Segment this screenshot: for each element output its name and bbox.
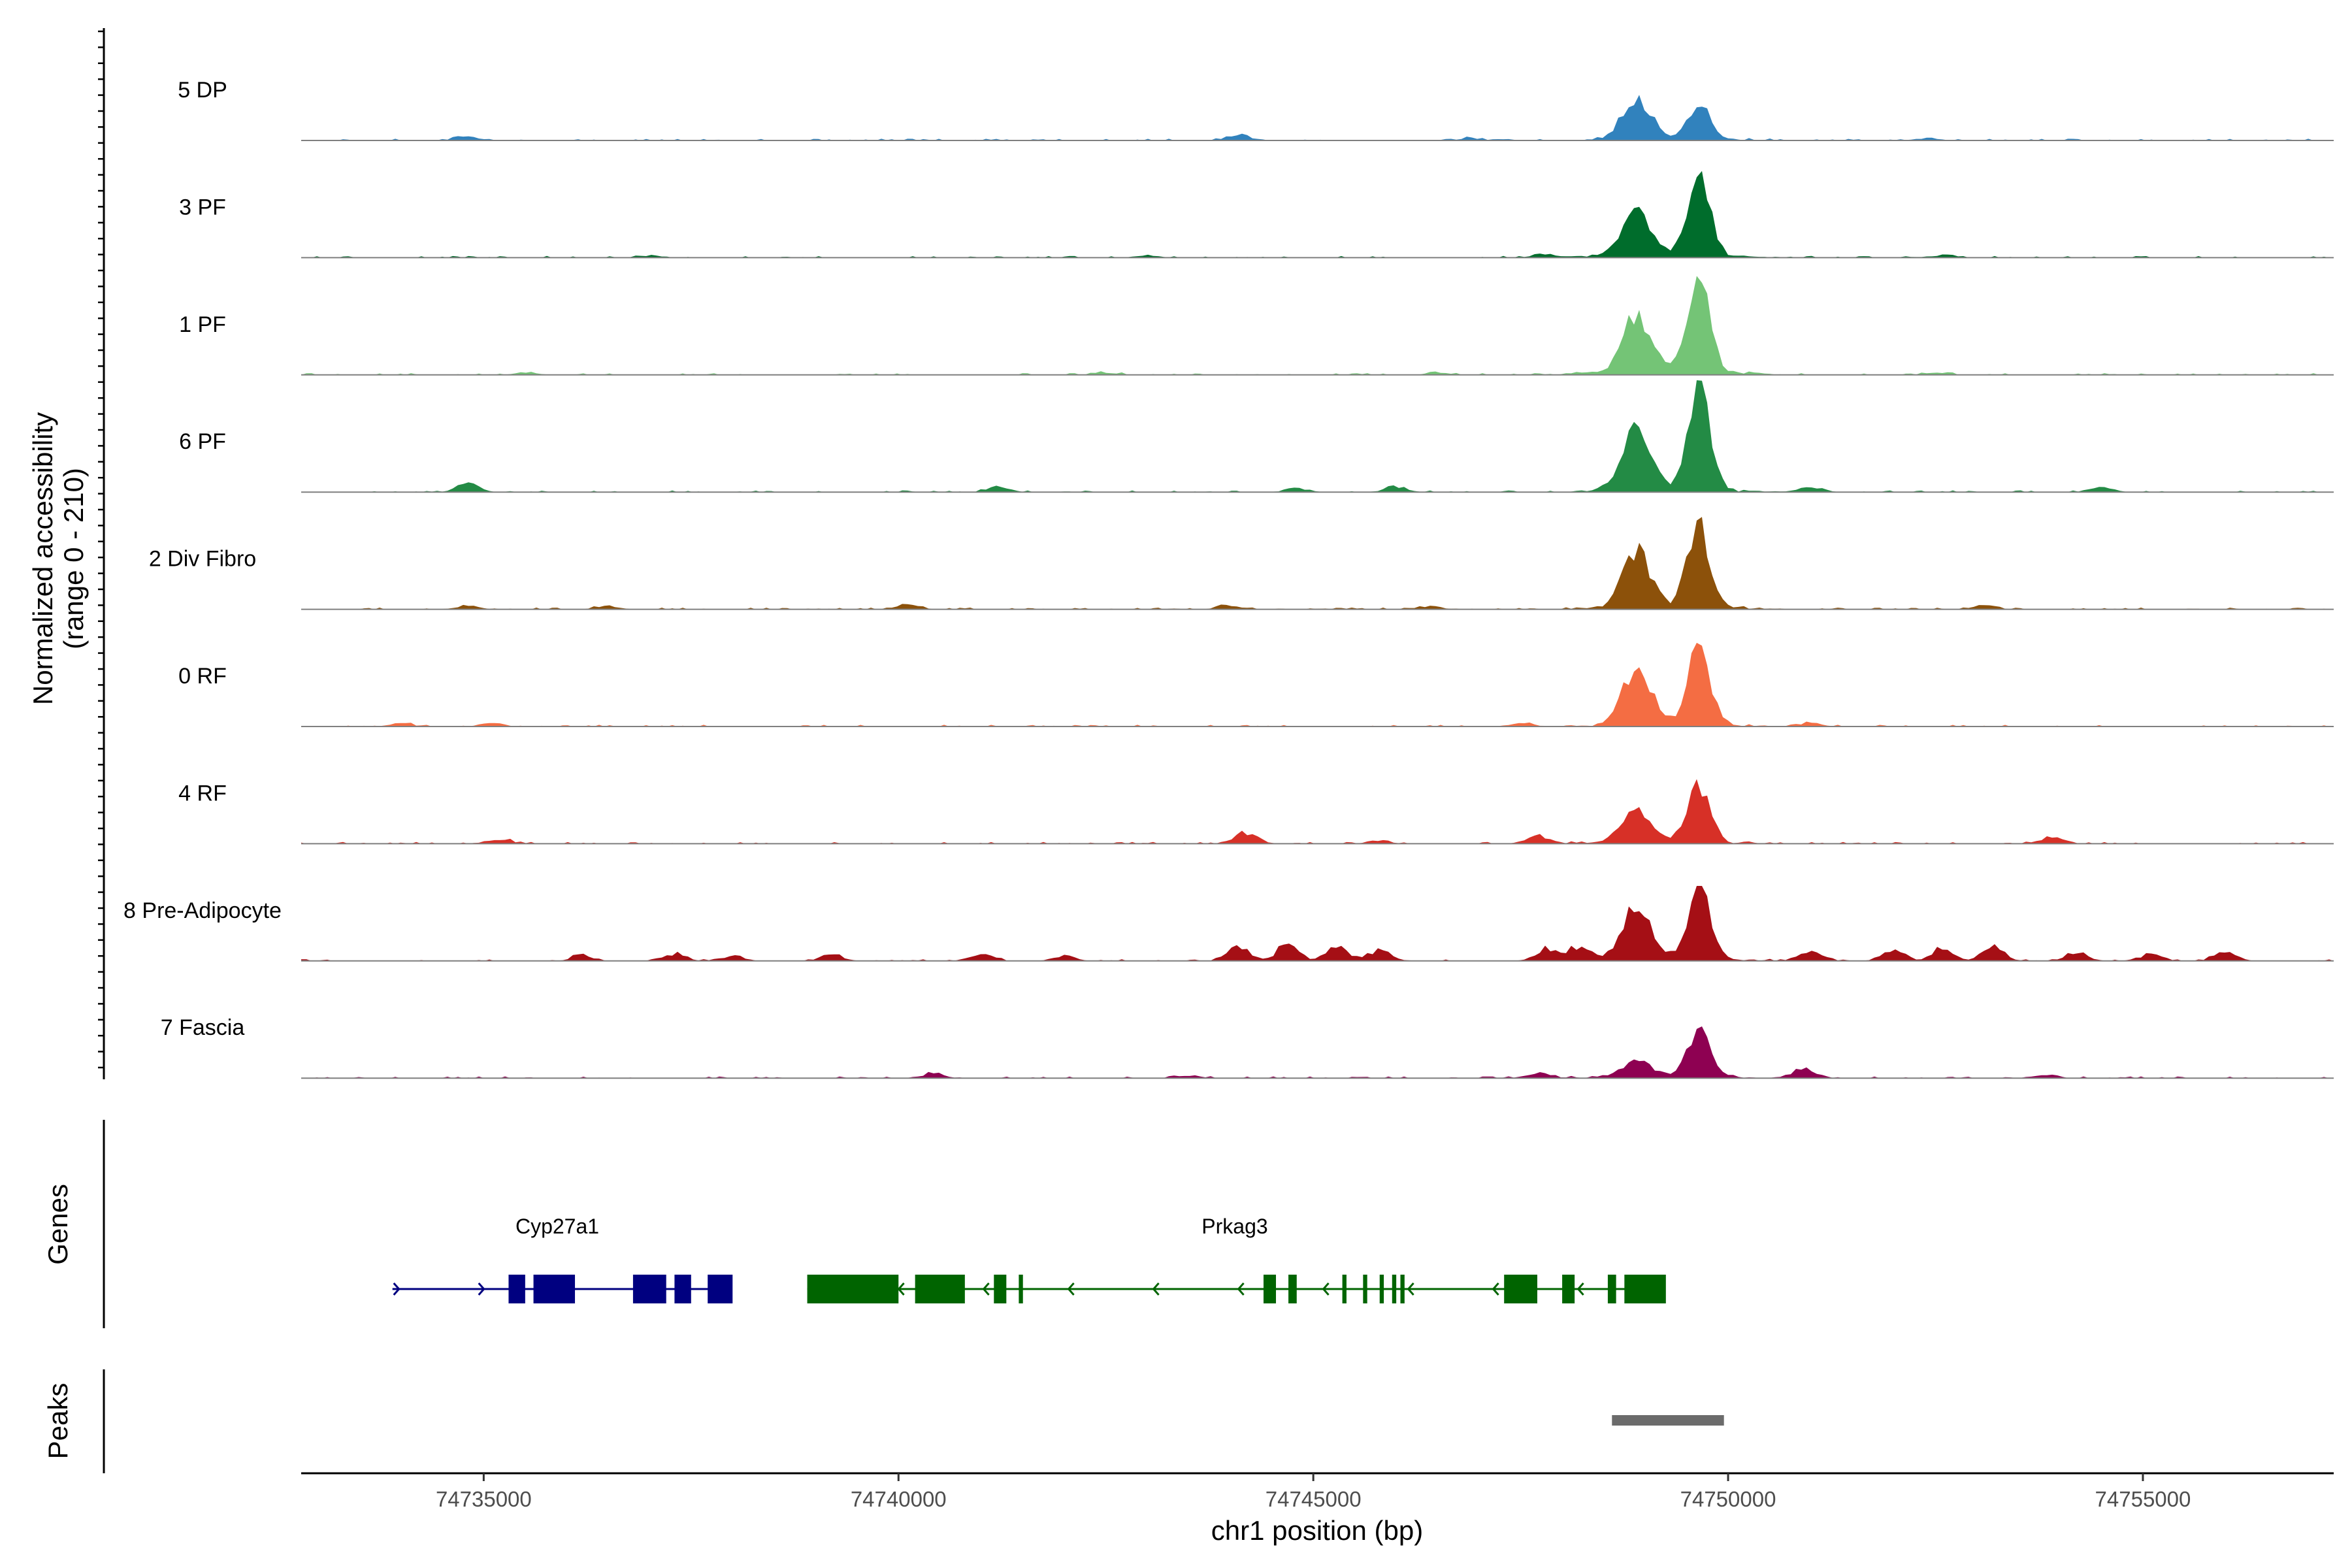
y-axis-title-line1: Normalized accessibility xyxy=(27,412,58,705)
exon xyxy=(1400,1275,1405,1303)
exon xyxy=(807,1275,899,1303)
coverage-area-8-pre-adipocyte xyxy=(301,886,2334,961)
accessibility-y-axis xyxy=(98,28,105,1079)
gene-track: Genes Cyp27a1 Prkag3 xyxy=(42,1120,1666,1328)
strand-arrow xyxy=(1152,1282,1160,1296)
exon xyxy=(1263,1275,1277,1303)
track-1-pf: 1 PF xyxy=(179,276,2334,376)
exon xyxy=(1562,1275,1575,1303)
exon xyxy=(708,1275,733,1303)
exon xyxy=(1607,1275,1616,1303)
strand-arrow xyxy=(393,1282,400,1296)
exon xyxy=(674,1275,691,1303)
track-label-3-pf: 3 PF xyxy=(179,195,226,220)
peak-track-label: Peaks xyxy=(42,1383,73,1460)
strand-arrow xyxy=(1237,1282,1245,1296)
coverage-area-1-pf xyxy=(301,276,2334,375)
coverage-area-5-dp xyxy=(301,95,2334,140)
track-8-pre-adipocyte: 8 Pre-Adipocyte xyxy=(123,886,2334,962)
gene-track-label: Genes xyxy=(42,1184,73,1265)
track-label-1-pf: 1 PF xyxy=(179,312,226,337)
coverage-tracks: 5 DP 3 PF 1 PF 6 PF 2 Div Fibro 0 RF 4 RF 8 Pre… xyxy=(123,78,2334,1079)
gene-name-prkag3: Prkag3 xyxy=(1201,1215,1267,1238)
coverage-area-6-pf xyxy=(301,380,2334,493)
track-label-4-rf: 4 RF xyxy=(178,781,227,806)
gene-cyp27a1: Cyp27a1 xyxy=(392,1215,733,1303)
track-label-5-dp: 5 DP xyxy=(178,78,227,103)
peak-track: Peaks xyxy=(42,1369,1724,1473)
coverage-area-4-rf xyxy=(301,779,2334,844)
strand-arrow xyxy=(897,1282,905,1296)
exon xyxy=(915,1275,965,1303)
coverage-area-3-pf xyxy=(301,171,2334,258)
coverage-area-2-div-fibro xyxy=(301,517,2334,610)
exon xyxy=(508,1275,525,1303)
x-tick-label: 74740000 xyxy=(851,1487,947,1511)
exon xyxy=(533,1275,576,1303)
y-axis-title-line2: (range 0 - 210) xyxy=(58,468,89,649)
track-label-8-pre-adipocyte: 8 Pre-Adipocyte xyxy=(123,898,282,923)
peak-region xyxy=(1612,1415,1724,1426)
exon xyxy=(1288,1275,1297,1303)
strand-arrow xyxy=(478,1282,485,1296)
track-7-fascia: 7 Fascia xyxy=(161,1015,2334,1079)
track-label-6-pf: 6 PF xyxy=(179,429,226,454)
exon xyxy=(1019,1275,1023,1303)
exon xyxy=(1363,1275,1367,1303)
coverage-area-0-rf xyxy=(301,642,2334,727)
exon xyxy=(994,1275,1007,1303)
x-axis-title: chr1 position (bp) xyxy=(1211,1515,1424,1546)
track-2-div-fibro: 2 Div Fibro xyxy=(149,517,2334,610)
exon xyxy=(632,1275,666,1303)
gene-name-cyp27a1: Cyp27a1 xyxy=(515,1215,599,1238)
strand-arrow xyxy=(1492,1282,1499,1296)
gene-prkag3: Prkag3 xyxy=(807,1215,1666,1303)
strand-arrow xyxy=(1576,1282,1584,1296)
y-axis-title: Normalized accessibility (range 0 - 210) xyxy=(27,412,89,705)
exon xyxy=(1624,1275,1666,1303)
track-0-rf: 0 RF xyxy=(178,642,2334,727)
track-label-2-div-fibro: 2 Div Fibro xyxy=(149,547,256,572)
strand-arrow xyxy=(982,1282,990,1296)
x-tick-label: 74745000 xyxy=(1266,1487,1362,1511)
exon xyxy=(1342,1275,1347,1303)
strand-arrow xyxy=(1322,1282,1330,1296)
exon xyxy=(1379,1275,1384,1303)
track-label-0-rf: 0 RF xyxy=(178,664,227,689)
track-label-7-fascia: 7 Fascia xyxy=(161,1015,245,1040)
track-4-rf: 4 RF xyxy=(178,779,2334,845)
x-tick-label: 74755000 xyxy=(2095,1487,2191,1511)
track-3-pf: 3 PF xyxy=(179,171,2334,259)
exon xyxy=(1504,1275,1537,1303)
x-tick-label: 74735000 xyxy=(436,1487,532,1511)
track-5-dp: 5 DP xyxy=(178,78,2334,141)
strand-arrow xyxy=(1407,1282,1414,1296)
x-axis: chr1 position (bp) 74735000 74740000 74745… xyxy=(301,1472,2334,1546)
strand-arrow xyxy=(1067,1282,1075,1296)
track-6-pf: 6 PF xyxy=(179,380,2334,493)
coverage-area-7-fascia xyxy=(301,1026,2334,1079)
x-tick-label: 74750000 xyxy=(1680,1487,1776,1511)
exon xyxy=(1392,1275,1397,1303)
